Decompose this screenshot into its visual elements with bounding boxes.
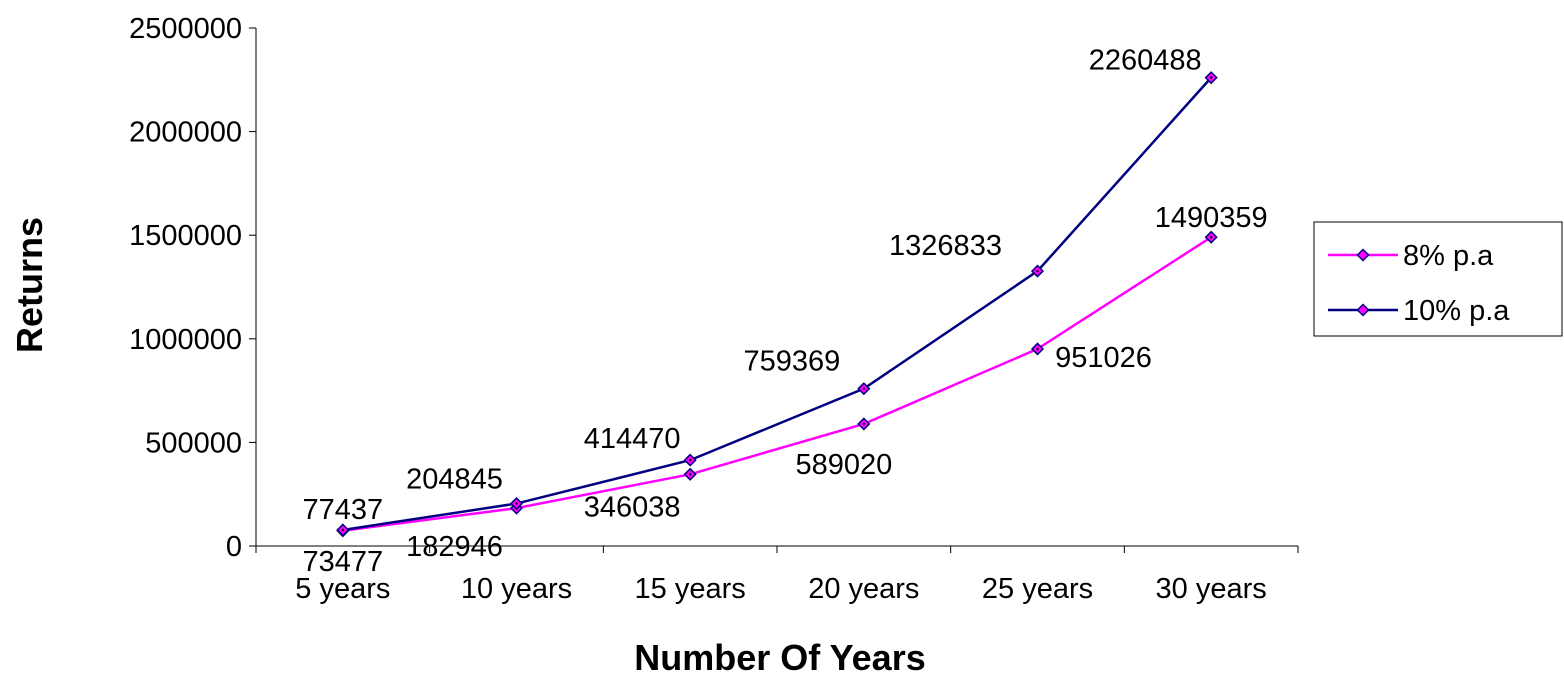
legend-box	[1313, 221, 1563, 337]
data-label: 1490359	[1155, 202, 1268, 234]
y-axis-title: Returns	[9, 217, 50, 353]
y-tick-label: 0	[226, 531, 242, 563]
x-tick-label: 25 years	[982, 573, 1093, 605]
legend: 8% p.a 10% p.a	[1313, 221, 1563, 337]
data-label: 2260488	[1089, 45, 1202, 77]
x-tick-label: 5 years	[295, 573, 390, 605]
data-label: 73477	[303, 546, 384, 578]
x-axis-title: Number Of Years	[634, 637, 925, 673]
y-tick-label: 1000000	[129, 324, 242, 356]
legend-marker	[1356, 248, 1370, 262]
x-tick-label: 30 years	[1156, 573, 1267, 605]
data-point-center	[688, 473, 692, 476]
legend-marker	[1356, 303, 1370, 317]
axes: 0 500000 1000000 1500000 2000000 2500000 5 yea…	[129, 13, 1299, 605]
x-tick-label: 10 years	[461, 573, 572, 605]
data-label: 1326833	[889, 230, 1002, 262]
data-point-center	[862, 422, 866, 426]
x-tick-label: 20 years	[808, 573, 919, 605]
x-tick-label: 15 years	[635, 573, 746, 605]
data-labels: 73477 182946 346038 589020 951026 1490359 7743…	[303, 45, 1268, 578]
data-label: 204845	[406, 464, 503, 496]
series-lines	[336, 71, 1218, 538]
data-point-center	[862, 387, 866, 390]
data-label: 759369	[743, 346, 840, 378]
series-line	[342, 76, 1213, 532]
data-point-center	[1036, 269, 1039, 273]
data-label: 589020	[795, 449, 892, 481]
data-point-center	[1209, 76, 1213, 79]
legend-label: 8% p.a	[1403, 240, 1494, 272]
y-tick-label: 500000	[145, 427, 242, 459]
y-tick-label: 2500000	[129, 13, 242, 45]
series-line	[342, 236, 1212, 533]
data-label: 951026	[1055, 342, 1152, 374]
data-label: 414470	[584, 423, 681, 455]
data-label: 182946	[406, 531, 503, 563]
y-tick-label: 2000000	[129, 117, 242, 149]
data-point-center	[515, 502, 518, 505]
legend-label: 10% p.a	[1403, 295, 1510, 327]
y-tick-label: 1500000	[129, 220, 242, 252]
data-point-center	[1036, 347, 1039, 351]
data-label: 346038	[584, 491, 681, 523]
data-point-center	[1209, 235, 1213, 239]
data-label: 77437	[303, 494, 384, 526]
data-point-center	[688, 458, 692, 462]
data-point-center	[341, 528, 345, 532]
